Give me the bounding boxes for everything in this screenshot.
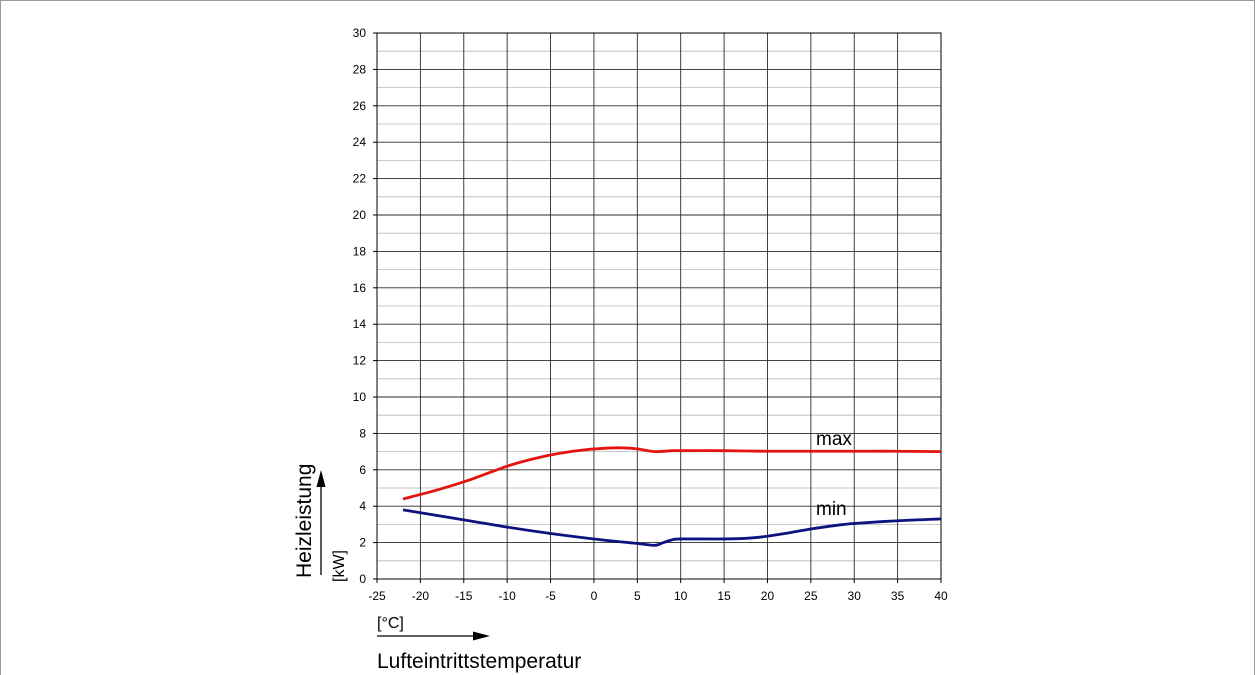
y-tick-label: 8 (359, 426, 366, 440)
series-line-max (402, 446, 942, 501)
y-tick-label: 6 (359, 463, 366, 477)
minor-grid (377, 50, 941, 562)
y-axis-unit: [kW] (331, 550, 348, 582)
x-tick-label: -10 (498, 589, 516, 603)
x-tick-labels: -25 -20 -15 -10 -5 0 5 10 15 20 25 30 35 40 (368, 579, 948, 603)
y-tick-label: 4 (359, 499, 366, 513)
x-axis-unit: [°C] (377, 615, 404, 632)
x-tick-label: 20 (761, 589, 775, 603)
y-tick-label: 26 (353, 99, 367, 113)
x-tick-label: 0 (591, 589, 598, 603)
x-tick-label: 10 (674, 589, 688, 603)
series-group (402, 446, 942, 547)
y-axis-arrow-head (316, 470, 326, 487)
x-axis-arrow-head (473, 631, 490, 641)
y-tick-label: 14 (353, 317, 367, 331)
x-tick-label: 5 (634, 589, 641, 603)
series-line-min (402, 508, 942, 547)
y-tick-label: 20 (353, 208, 367, 222)
y-tick-label: 10 (353, 390, 367, 404)
y-tick-label: 2 (359, 536, 366, 550)
x-tick-label: -25 (368, 589, 386, 603)
y-tick-label: 0 (359, 572, 366, 586)
y-tick-label: 16 (353, 281, 367, 295)
y-tick-label: 22 (353, 172, 367, 186)
x-tick-label: -20 (412, 589, 430, 603)
x-tick-label: -5 (545, 589, 556, 603)
y-tick-label: 24 (353, 135, 367, 149)
x-axis-title: Lufteintrittstemperatur (377, 650, 581, 673)
y-tick-label: 28 (353, 62, 367, 76)
plot-area-border (376, 32, 942, 580)
x-tick-label: 35 (891, 589, 905, 603)
major-grid (377, 33, 941, 579)
x-tick-label: 40 (934, 589, 948, 603)
series-label-max: max (816, 429, 852, 450)
y-tick-label: 30 (353, 26, 367, 40)
y-axis-title: Heizleistung (293, 464, 316, 578)
x-tick-label: 25 (804, 589, 818, 603)
series-label-min: min (816, 499, 847, 520)
y-tick-label: 18 (353, 244, 367, 258)
x-tick-label: -15 (455, 589, 473, 603)
y-tick-label: 12 (353, 354, 367, 368)
x-tick-label: 15 (717, 589, 731, 603)
plot-border (376, 32, 942, 580)
x-tick-label: 30 (848, 589, 862, 603)
